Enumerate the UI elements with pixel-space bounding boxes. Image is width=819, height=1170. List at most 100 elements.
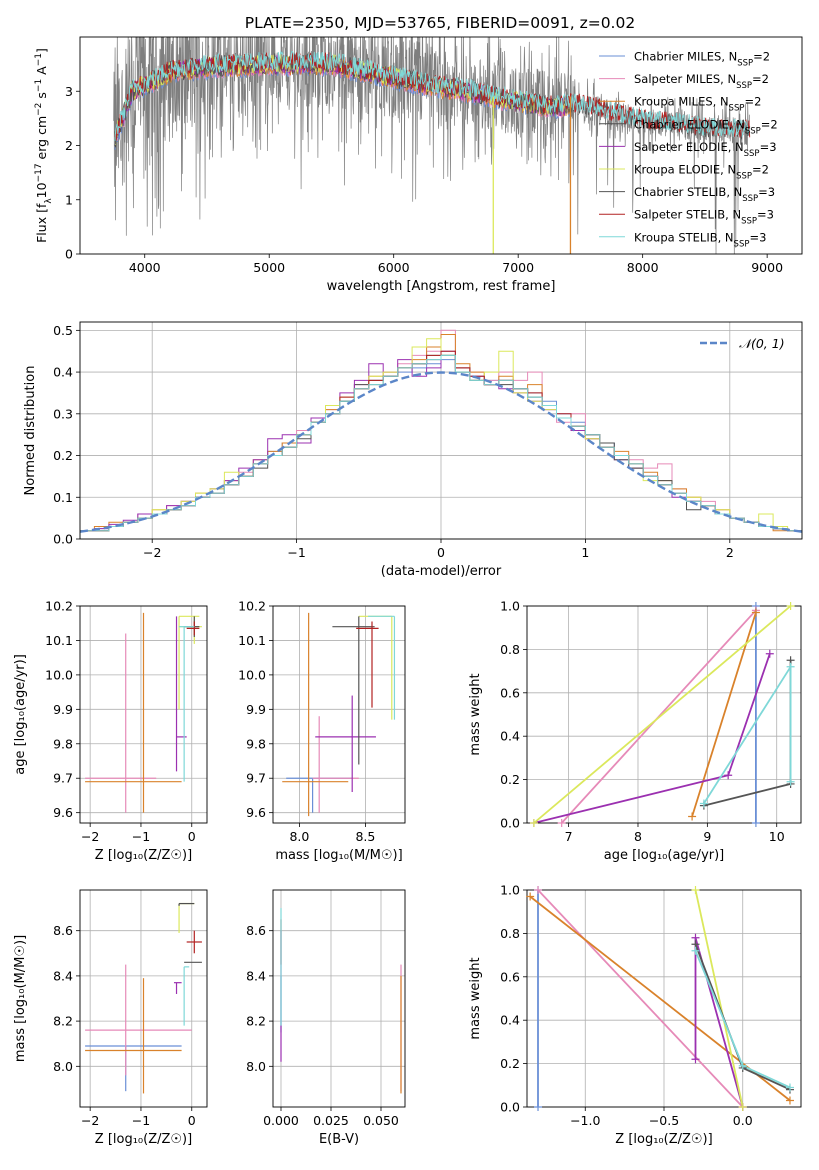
x-tick-label: 5000 [253,260,285,275]
y-tick-label: 1.0 [500,599,520,614]
point-marker [699,799,708,808]
legend-label: Salpeter MILES, NSSP=2 [634,72,769,91]
legend-label: Chabrier ELODIE, NSSP=2 [634,117,778,136]
x-tick-label: −1 [132,1113,150,1128]
axes-frame [79,36,803,255]
point-marker [534,886,543,894]
y-tick-label: 0.2 [53,448,73,463]
x-tick-label: 4000 [129,260,161,275]
legend-label-base: Kroupa MILES, N [634,95,729,109]
y-tick-label: 0.4 [53,365,73,380]
legend-label-sub: SSP [741,217,757,227]
y-axis-label: mass [log₁₀(M/M☉)] [13,935,28,1062]
ticks: −1.0 −0.5 0.0 0.0 0.2 0.4 0.6 0.8 1.0 [500,883,753,1129]
point-marker [786,662,795,671]
legend-label-tail: =2 [761,117,778,131]
x-axis-label: age [log₁₀(age/yr)] [604,848,725,863]
y-tick-label: 10.0 [238,667,266,682]
legend-label: Kroupa STELIB, NSSP=3 [634,230,766,249]
point-marker [785,1083,794,1092]
x-tick-label: 0.050 [363,1113,399,1128]
legend-label: Chabrier STELIB, NSSP=3 [634,185,775,204]
panel-age_vs_Z: −2 −1 0 9.6 9.7 9.8 9.9 10.0 10.1 10.2 Z [log₁₀(Z/… [13,599,208,863]
y-tick-label: 8.2 [53,1014,73,1029]
ticks: 4000 5000 6000 7000 8000 9000 0 1 2 3 [65,84,783,275]
y-axis-label: Normed distribution [23,366,38,496]
legend-label-tail: =2 [744,95,761,109]
y-axis-label-part: ] [34,48,49,53]
x-tick-label: 0 [188,829,196,844]
x-tick-label: 0.025 [313,1113,349,1128]
plot-area [85,612,202,813]
y-tick-label: 8.4 [246,968,266,983]
legend-label-sub: SSP [736,172,752,182]
x-tick-label: 8000 [627,260,659,275]
legend-label-tail: =2 [752,72,769,86]
point-marker [557,819,566,827]
legend-label: 𝒩(0, 1) [739,336,785,351]
x-tick-label: 8 [634,829,642,844]
point-marker [786,602,795,610]
y-tick-label: 9.7 [53,771,73,786]
ticks: 7 8 9 10 0.0 0.2 0.4 0.6 0.8 1.0 [500,599,785,845]
ticks: −2 −1 0 1 2 0.0 0.1 0.2 0.3 0.4 0.5 [53,323,734,560]
plot-area [282,612,396,817]
legend-label: Kroupa MILES, NSSP=2 [634,95,761,114]
y-tick-label: 10.0 [45,667,73,682]
x-tick-label: 1 [581,545,589,560]
y-tick-label: 0 [65,247,73,262]
legend-label-base: Salpeter ELODIE, N [634,140,744,154]
x-tick-label: 0.0 [733,1113,753,1128]
plot-area [533,606,792,823]
y-tick-label: 9.8 [53,736,73,751]
y-tick-label: 10.1 [238,633,266,648]
legend-label-sub: SSP [736,81,752,91]
y-tick-label: 0.6 [500,969,520,984]
x-axis-label: mass [log₁₀(M/M☉)] [275,848,402,863]
panel-age_vs_mass: 8.0 8.5 9.6 9.7 9.8 9.9 10.0 10.1 10.2 mass [log₁… [238,599,406,863]
x-tick-label: 9000 [751,260,783,275]
legend-label-base: Kroupa ELODIE, N [634,163,736,177]
grid [273,890,405,1107]
y-tick-label: 0.8 [500,926,520,941]
axes-frame [272,605,406,824]
point-marker [738,1103,747,1111]
legend-label: Salpeter ELODIE, NSSP=3 [634,140,777,159]
y-axis-label-part: −17 [34,163,44,182]
plot-area [85,902,202,1094]
ticks: 8.0 8.5 9.6 9.7 9.8 9.9 10.0 10.1 10.2 [238,599,375,845]
legend-label-tail: =3 [760,140,777,154]
point-marker [765,649,774,658]
point-marker [529,819,538,827]
x-tick-label: 7 [565,829,573,844]
y-tick-label: 2 [65,138,73,153]
axes-frame [526,889,802,1108]
legend-label-tail: =3 [758,185,775,199]
x-tick-label: 9 [703,829,711,844]
x-axis-label: (data-model)/error [381,564,502,579]
y-axis-label: mass weight [468,957,483,1039]
y-tick-label: 0.4 [500,1013,520,1028]
y-tick-label: 0.1 [53,490,73,505]
x-axis-label: Z [log₁₀(Z/Z☉)] [95,848,192,863]
point-marker [751,819,760,827]
legend-label-base: Chabrier ELODIE, N [634,117,745,131]
axes-frame [526,605,802,824]
ticks: −2 −1 0 9.6 9.7 9.8 9.9 10.0 10.1 10.2 [45,599,196,845]
y-tick-label: 8.0 [53,1059,73,1074]
y-axis-label: mass weight [468,673,483,755]
legend-label-sub: SSP [734,239,750,249]
y-tick-label: 0.6 [500,685,520,700]
x-tick-label: 8.5 [355,829,375,844]
legend-label-tail: =3 [757,208,774,222]
mass-weight-line [537,890,744,1107]
point-marker [738,1061,747,1070]
y-axis-label-part: Flux [f [34,203,49,243]
legend-label-base: Salpeter MILES, N [634,72,736,86]
x-tick-label: 6000 [378,260,410,275]
y-axis-label-part: s [34,92,49,103]
x-tick-label: −1 [287,545,305,560]
point-marker [691,946,700,955]
